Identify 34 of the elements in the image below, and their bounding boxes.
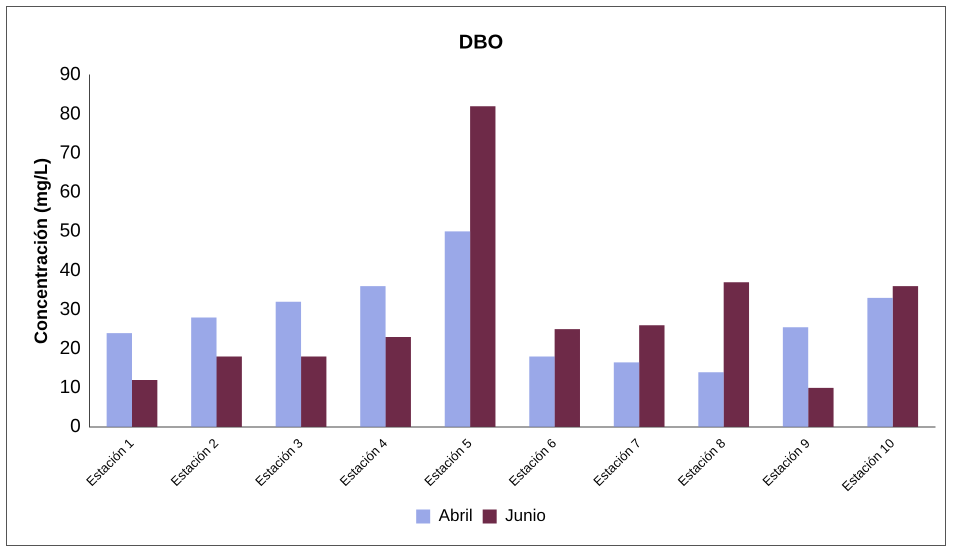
bar <box>698 372 724 427</box>
bar <box>892 286 918 427</box>
y-tick-label: 60 <box>60 182 81 203</box>
chart-title: DBO <box>458 32 504 54</box>
bar <box>106 333 132 427</box>
bar <box>724 282 750 427</box>
y-tick-label: 80 <box>60 103 81 124</box>
bar <box>867 298 893 427</box>
y-tick-label: 10 <box>60 377 81 398</box>
bar <box>301 356 326 427</box>
y-tick-label: 70 <box>60 142 81 164</box>
bar <box>216 356 242 427</box>
bar <box>614 362 640 427</box>
legend-label: Abril <box>438 506 473 526</box>
y-tick-label: 90 <box>60 64 81 86</box>
bar <box>386 336 411 427</box>
y-tick-label: 30 <box>60 298 81 320</box>
legend-label: Junio <box>505 506 546 526</box>
y-tick-label: 40 <box>60 260 81 281</box>
bar <box>360 286 386 427</box>
bar <box>639 325 665 427</box>
bar <box>529 356 555 427</box>
bar <box>470 106 496 427</box>
y-axis-title: Concentración (mg/L) <box>30 158 51 344</box>
bar <box>132 380 158 427</box>
y-tick-label: 20 <box>60 338 81 359</box>
y-tick-label: 0 <box>70 416 81 438</box>
bar <box>191 317 217 427</box>
bar <box>782 327 808 427</box>
y-tick-label: 50 <box>60 220 81 242</box>
bar <box>554 329 580 427</box>
bar <box>276 302 302 427</box>
bar <box>808 388 834 427</box>
bar <box>444 231 470 427</box>
